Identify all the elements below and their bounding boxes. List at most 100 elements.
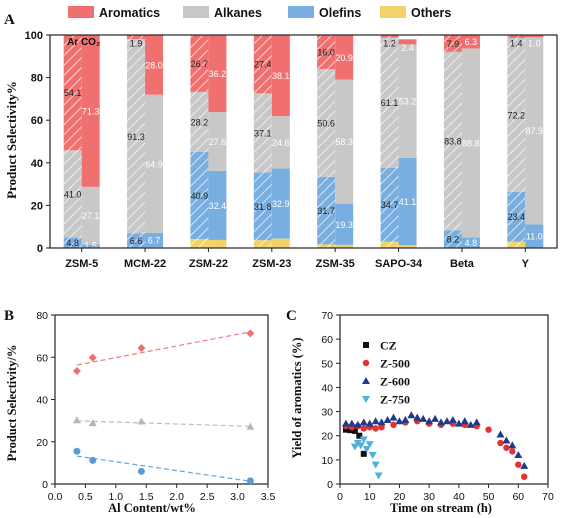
- panel-c-x-tick-label: 10: [364, 491, 376, 503]
- bar-segment-alkanes: [81, 186, 100, 245]
- bar-value-label: 58.3: [335, 137, 353, 147]
- bar-hatch: [63, 35, 82, 151]
- data-point-z-600: [365, 419, 374, 427]
- bar-segment-olefins: [208, 170, 227, 240]
- data-point-z-750: [371, 461, 380, 469]
- panel-c-y-tick-label: 60: [321, 334, 333, 346]
- bar-segment-olefins: [271, 168, 290, 239]
- panel-a-axes: 0 20 40 60 80 100 ZSM-5 MCM-22 ZSM-22 ZSM-23 ZSM-3…: [25, 30, 558, 270]
- data-point-B_olefins: [89, 456, 97, 464]
- panel-a-x-tick-label: SAPO-34: [375, 258, 423, 270]
- panel-c-x-tick-label: 20: [394, 491, 406, 503]
- bar-segment-alkanes: [525, 37, 544, 225]
- bar-segment-others: [335, 244, 354, 248]
- panel-a-y-tick-label: 0: [37, 243, 43, 255]
- data-point-z-600: [347, 419, 356, 427]
- trendline-B_olefins: [76, 455, 251, 482]
- panel-a-bars: 4.8 41.0 54.1 1.5 27.1 71.3 6.6 91.3 1.9 6.7 64.9 2…: [63, 35, 544, 251]
- bar-value-label: 4.8: [66, 238, 79, 248]
- bar-segment-olefins: [398, 157, 417, 246]
- panel-c-x-tick-label: 60: [512, 491, 524, 503]
- data-point-z-750: [359, 436, 368, 444]
- bar-value-label: 27.6: [209, 137, 227, 147]
- trendline-B_alkanes: [76, 420, 251, 427]
- bar-segment-alkanes: [271, 116, 290, 169]
- data-point-z-600: [341, 419, 350, 427]
- legend-label-z-500: Z-500: [380, 357, 410, 371]
- bar-segment-aromatics: [271, 35, 290, 117]
- bar-segment-aromatics: [81, 35, 100, 187]
- bar-value-label: 1.0: [528, 39, 541, 49]
- bar-value-label: 31.7: [317, 206, 335, 216]
- data-point-z-600: [425, 417, 434, 425]
- data-point-B_alkanes: [246, 422, 255, 430]
- data-point-cz: [360, 450, 367, 457]
- bar-value-label: 91.3: [127, 132, 145, 142]
- bar-label-co2: CO₂: [81, 37, 100, 48]
- panel-b-x-tick-label: 3.5: [261, 491, 276, 503]
- data-point-z-500: [509, 448, 516, 455]
- bar-value-label: 83.8: [444, 137, 462, 147]
- legend-swatch-others: [380, 6, 406, 18]
- bar-hatch: [443, 230, 462, 248]
- bar-segment-aromatics: [525, 35, 544, 38]
- panel-c-y-tick-label: 50: [321, 358, 333, 370]
- bar-segment-olefins: [525, 224, 544, 248]
- bar-segment-olefins: [145, 232, 164, 248]
- bar-hatch: [443, 51, 462, 231]
- legend-label-others: Others: [411, 6, 451, 20]
- data-point-z-750: [356, 442, 365, 450]
- panel-c-scatter-chart: 0 10 20 30 40 50 60 70 0 10 20 30 40 50 60 70 CZ Z-500 Z-…: [290, 310, 554, 515]
- bar-segment-aromatics: [208, 35, 227, 113]
- bar-value-label: 50.6: [317, 118, 335, 128]
- bar-value-label: 1.2: [383, 39, 396, 49]
- panel-b-y-tick-label: 80: [36, 310, 48, 322]
- data-point-B_alkanes: [72, 416, 81, 424]
- data-point-z-600: [496, 430, 505, 438]
- data-point-z-500: [390, 421, 397, 429]
- panel-c-x-tick-label: 40: [453, 491, 465, 503]
- panel-a-y-tick-label: 80: [31, 73, 43, 85]
- bar-value-label: 16.0: [317, 48, 335, 58]
- bar-value-label: 40.9: [191, 191, 209, 201]
- panel-b-x-tick-label: 3.0: [230, 491, 245, 503]
- bar-hatch: [317, 244, 336, 248]
- bar-segment-others: [398, 245, 417, 248]
- panel-label-b: B: [4, 308, 14, 324]
- panel-a-x-tick-label: Y: [522, 258, 530, 270]
- data-point-z-600: [377, 418, 386, 426]
- bar-value-label: 11.0: [526, 232, 543, 242]
- panel-c-axes: 0 10 20 30 40 50 60 70 0 10 20 30 40 50 60 70: [321, 310, 554, 503]
- panel-b-y-tick-label: 60: [36, 352, 48, 364]
- bar-value-label: 32.9: [272, 199, 290, 209]
- bar-value-label: 6.3: [465, 37, 478, 47]
- bar-value-label: 6.7: [148, 236, 161, 246]
- data-point-z-600: [389, 413, 398, 421]
- trendline-B_aromatics: [76, 331, 251, 366]
- panel-c-x-tick-label: 30: [423, 491, 435, 503]
- data-point-B_alkanes: [88, 419, 97, 427]
- panel-a-frame: [49, 34, 558, 249]
- bar-segment-aromatics: [398, 39, 417, 45]
- bar-value-label: 41.0: [64, 189, 82, 199]
- bar-segment-alkanes: [398, 44, 417, 158]
- data-point-z-600: [383, 416, 392, 424]
- legend-swatch-alkanes: [183, 6, 209, 18]
- panel-a-x-tick-label: ZSM-35: [316, 258, 355, 270]
- bar-hatch: [253, 240, 272, 248]
- bar-hatch: [127, 39, 146, 234]
- panel-a-x-tick-label: MCM-22: [124, 258, 166, 270]
- data-point-z-600: [454, 419, 463, 427]
- bar-segment-olefins: [81, 244, 100, 248]
- data-point-cz: [342, 426, 349, 433]
- bar-hatch: [317, 176, 336, 245]
- bar-segment-alkanes: [208, 112, 227, 171]
- legend-swatch-olefins: [288, 6, 314, 18]
- panel-label-c: C: [286, 308, 297, 324]
- data-point-B_alkanes: [137, 417, 146, 425]
- bar-segment-aromatics: [145, 35, 164, 95]
- bar-hatch: [443, 35, 462, 52]
- panel-b-x-tick-label: 0.5: [78, 491, 93, 503]
- bar-segment-alkanes: [145, 94, 164, 233]
